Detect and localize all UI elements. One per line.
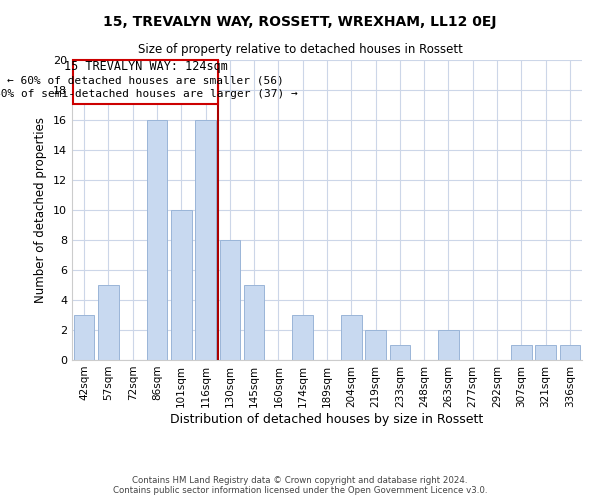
X-axis label: Distribution of detached houses by size in Rossett: Distribution of detached houses by size …	[170, 412, 484, 426]
Text: 15, TREVALYN WAY, ROSSETT, WREXHAM, LL12 0EJ: 15, TREVALYN WAY, ROSSETT, WREXHAM, LL12…	[103, 15, 497, 29]
Bar	[560, 345, 580, 360]
Bar	[146, 120, 167, 360]
Bar	[195, 120, 216, 360]
Bar	[511, 345, 532, 360]
Text: 15 TREVALYN WAY: 124sqm: 15 TREVALYN WAY: 124sqm	[64, 60, 227, 73]
Bar	[244, 285, 265, 360]
Bar	[171, 210, 191, 360]
Bar	[341, 315, 362, 360]
Text: Size of property relative to detached houses in Rossett: Size of property relative to detached ho…	[137, 42, 463, 56]
Bar	[220, 240, 240, 360]
Bar	[365, 330, 386, 360]
FancyBboxPatch shape	[73, 60, 218, 104]
Bar	[98, 285, 119, 360]
Bar	[74, 315, 94, 360]
Text: 40% of semi-detached houses are larger (37) →: 40% of semi-detached houses are larger (…	[0, 89, 298, 99]
Y-axis label: Number of detached properties: Number of detached properties	[34, 117, 47, 303]
Bar	[292, 315, 313, 360]
Bar	[438, 330, 459, 360]
Bar	[535, 345, 556, 360]
Text: Contains HM Land Registry data © Crown copyright and database right 2024.
Contai: Contains HM Land Registry data © Crown c…	[113, 476, 487, 495]
Text: ← 60% of detached houses are smaller (56): ← 60% of detached houses are smaller (56…	[7, 75, 284, 85]
Bar	[389, 345, 410, 360]
